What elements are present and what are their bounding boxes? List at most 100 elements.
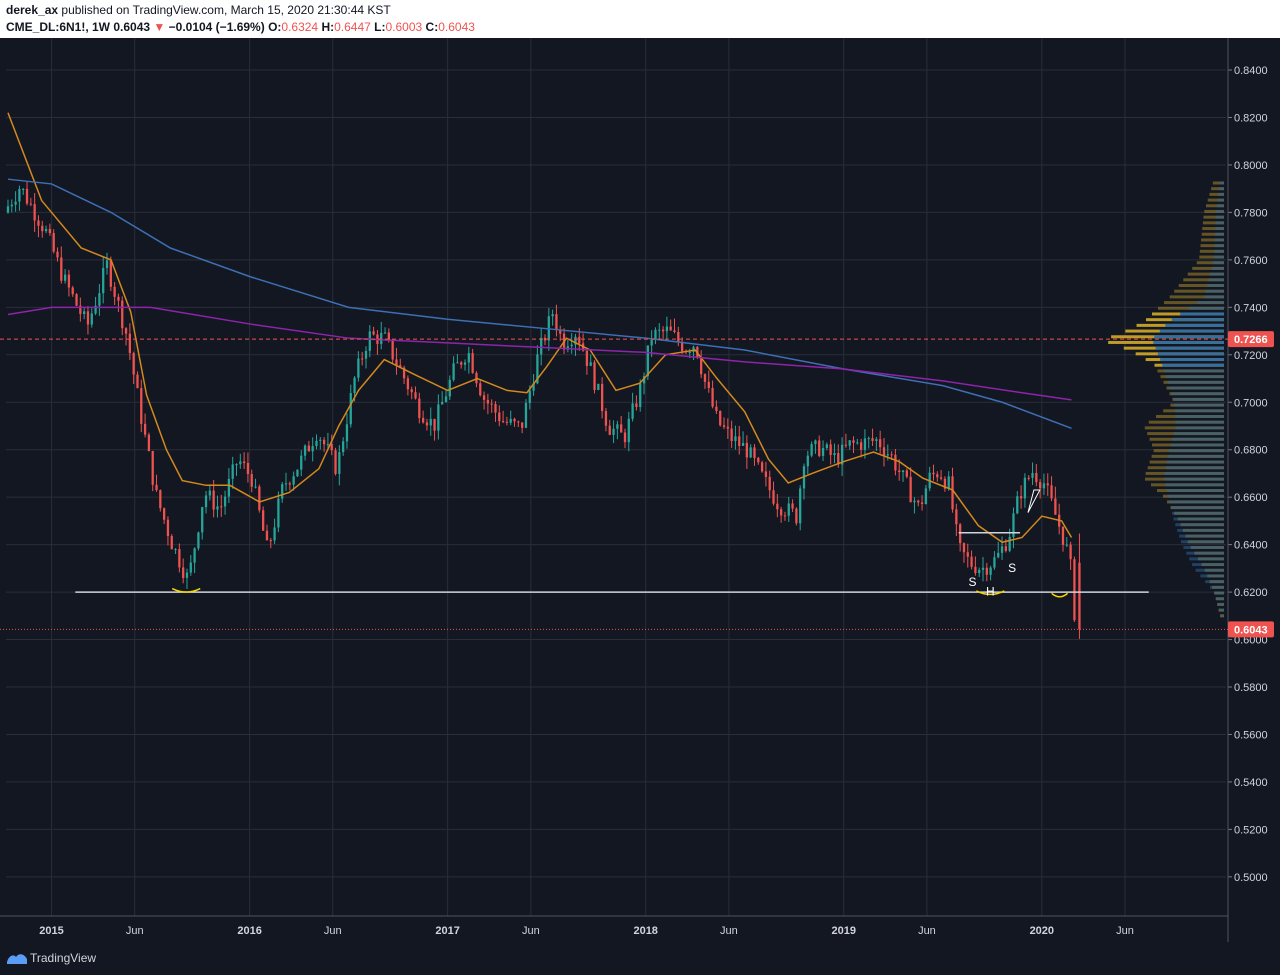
high-value: 0.6447 — [334, 20, 371, 34]
candle-body — [848, 440, 851, 446]
candle-body — [814, 440, 817, 445]
candle-body — [745, 442, 749, 458]
symbol-label[interactable]: CME_DL:6N1!, 1W — [6, 20, 111, 34]
y-tick-label: 0.6000 — [1234, 635, 1268, 647]
candle-body — [989, 567, 992, 575]
candle-body — [246, 462, 250, 475]
x-tick-label: 2015 — [39, 925, 63, 937]
volume-profile-bar — [1169, 386, 1224, 390]
volume-profile-bar — [1214, 249, 1224, 253]
candle-body — [600, 383, 604, 412]
volume-profile-bar — [1170, 506, 1224, 510]
low-value: 0.6003 — [385, 20, 423, 34]
candle-body — [467, 353, 470, 363]
volume-profile-bar — [1155, 346, 1224, 350]
candle-body — [1061, 526, 1065, 545]
candle-body — [574, 336, 577, 345]
candle-body — [700, 357, 703, 375]
candle-body — [67, 274, 71, 288]
candle-body — [799, 488, 802, 524]
volume-profile-bar — [1165, 483, 1224, 487]
candle-body — [102, 268, 105, 294]
volume-profile-bar — [1173, 432, 1224, 436]
candle-body — [178, 549, 181, 568]
candle-body — [235, 464, 238, 466]
open-value: 0.6324 — [281, 20, 319, 34]
y-tick-label: 0.7600 — [1234, 255, 1268, 267]
candle-body — [825, 444, 828, 449]
candle-body — [783, 515, 787, 517]
candle-body — [204, 495, 208, 508]
tradingview-logo-icon[interactable] — [6, 951, 28, 965]
candle-body — [532, 383, 535, 391]
volume-profile-bar — [1179, 534, 1224, 538]
volume-profile-bar — [1202, 227, 1224, 231]
candle-body — [703, 374, 707, 382]
candle-body — [1035, 472, 1038, 483]
candle-body — [296, 469, 299, 477]
candle-body — [281, 484, 284, 499]
x-tick-label: Jun — [126, 925, 144, 937]
volume-profile-bar — [1160, 358, 1224, 362]
candle-body — [353, 377, 356, 394]
candle-body — [1004, 546, 1008, 551]
candle-body — [197, 532, 200, 549]
candle-body — [6, 206, 10, 213]
candle-body — [936, 474, 939, 478]
candle-body — [391, 339, 394, 360]
volume-profile-bar — [1166, 460, 1224, 464]
x-tick-label: Jun — [522, 925, 540, 937]
candle-body — [22, 188, 25, 190]
volume-profile-bar — [1213, 261, 1224, 265]
candle-body — [589, 362, 592, 366]
volume-profile-bar — [1210, 585, 1224, 589]
candle-body — [795, 508, 798, 524]
candle-body — [1012, 513, 1015, 537]
volume-profile-bar — [1180, 312, 1224, 316]
symbol-info: CME_DL:6N1!, 1W 0.6043 ▼ −0.0104 (−1.69%… — [6, 20, 475, 34]
volume-profile-bar — [1214, 591, 1224, 595]
candle-body — [543, 337, 547, 341]
candle-body — [711, 388, 714, 407]
y-tick-label: 0.8400 — [1234, 65, 1268, 77]
candle-body — [939, 477, 943, 479]
volume-profile-bar — [1207, 198, 1224, 202]
volume-profile-bar — [1167, 494, 1224, 498]
candle-body — [128, 333, 132, 354]
candle-body — [216, 506, 219, 510]
volume-profile-bar — [1202, 221, 1224, 225]
high-label: H: — [321, 20, 335, 34]
candle-body — [242, 461, 246, 463]
candle-body — [429, 418, 432, 426]
candle-body — [620, 424, 623, 433]
candle-body — [406, 378, 410, 390]
volume-profile-bar — [1200, 244, 1224, 248]
candle-body — [342, 441, 345, 453]
candle-body — [654, 329, 657, 341]
author-name[interactable]: derek_ax — [6, 3, 59, 17]
volume-profile-bar — [1173, 397, 1224, 401]
brand-name[interactable]: TradingView — [30, 951, 97, 965]
annotation-arc — [1051, 592, 1069, 598]
candle-body — [159, 490, 162, 509]
candle-body — [642, 376, 646, 384]
volume-profile-bar — [1164, 477, 1224, 481]
volume-profile-bar — [1216, 204, 1224, 208]
candle-body — [1000, 546, 1004, 553]
candle-body — [441, 401, 444, 405]
volume-profile-bar — [1188, 306, 1224, 310]
candle-body — [44, 228, 48, 232]
candle-body — [635, 403, 638, 408]
candle-body — [372, 331, 375, 335]
candle-body — [1019, 496, 1023, 499]
candle-body — [932, 472, 935, 475]
candle-body — [559, 329, 562, 334]
candle-body — [901, 470, 905, 473]
candle-body — [121, 300, 124, 329]
volume-profile-bar — [1165, 375, 1224, 379]
volume-profile-bar — [1167, 454, 1224, 458]
candle-body — [658, 329, 661, 331]
price-chart[interactable]: 0.8400 0.8200 0.8000 0.7800 0.7600 0.7400 0.72… — [0, 38, 1280, 942]
candle-body — [593, 362, 596, 390]
y-tick-label: 0.7000 — [1234, 397, 1268, 409]
